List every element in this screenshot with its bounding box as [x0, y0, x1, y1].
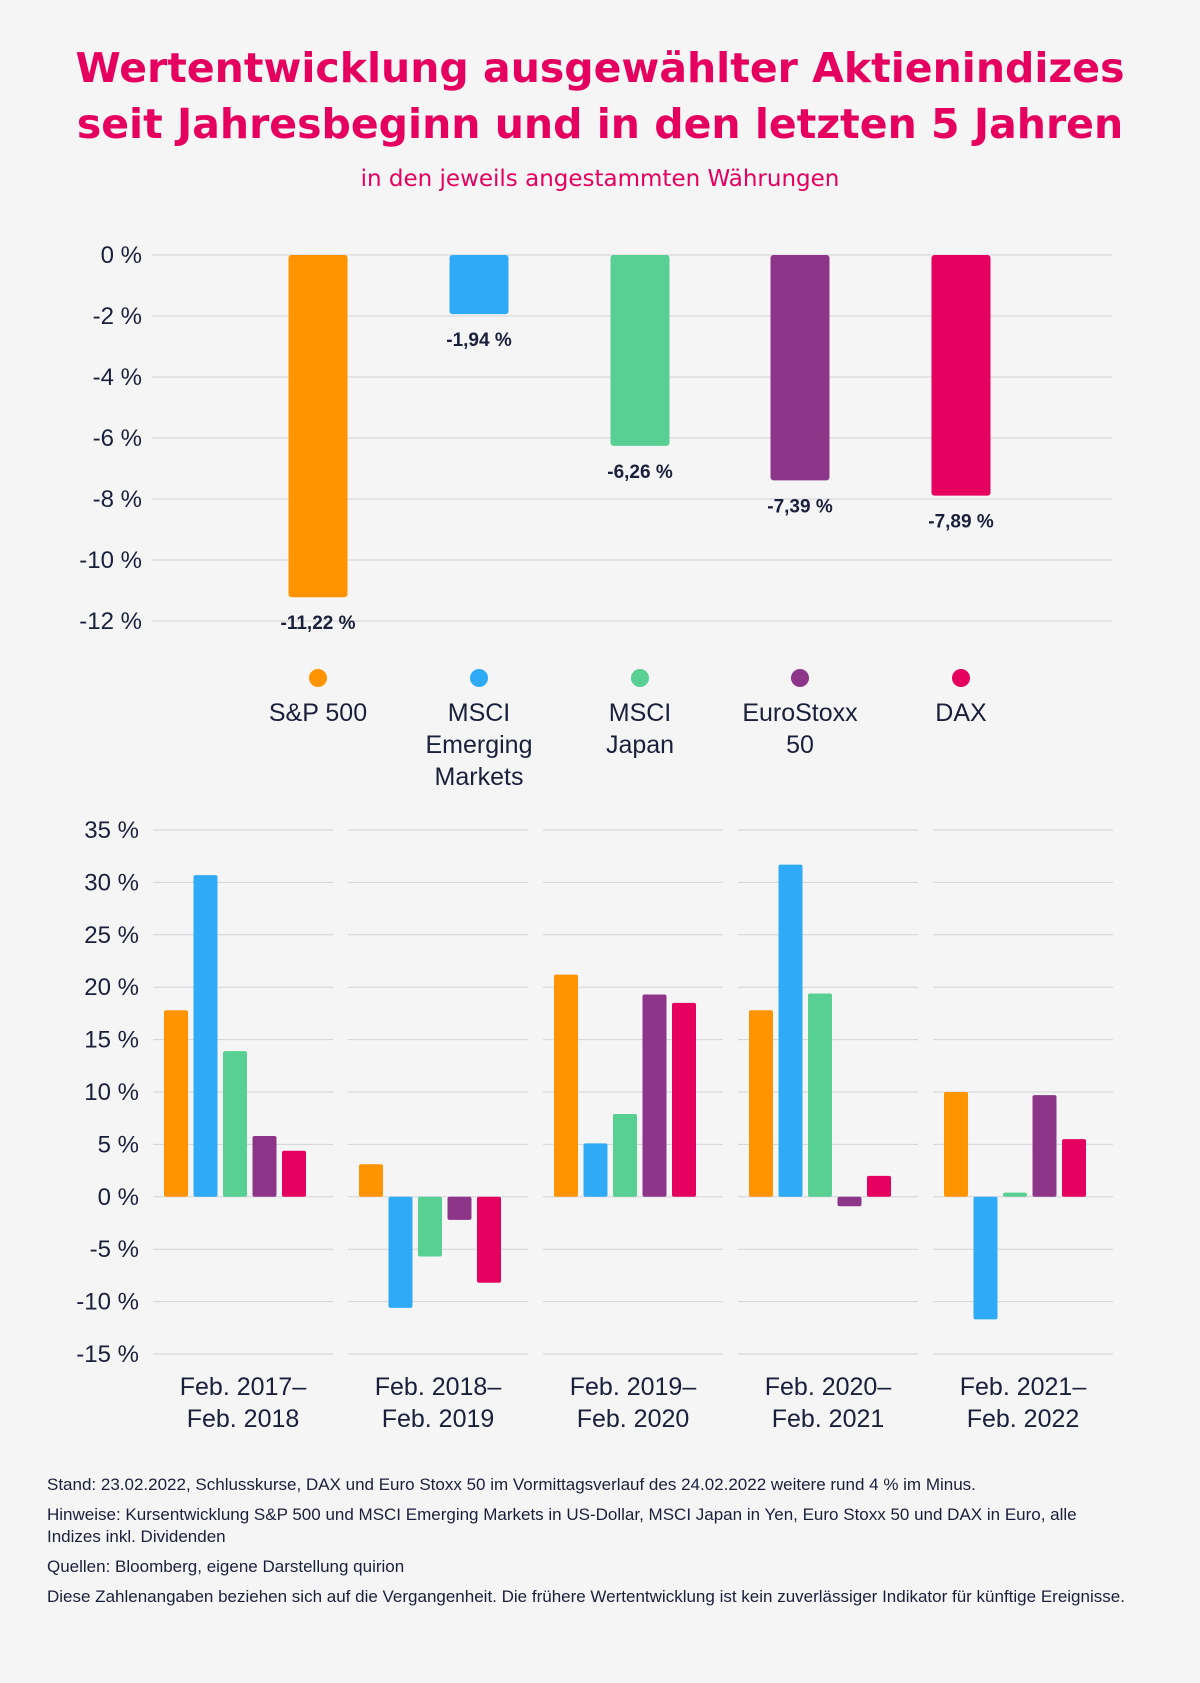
legend-label: S&P 500 [268, 699, 368, 727]
data-label: -11,22 % [281, 613, 356, 634]
bar [554, 974, 578, 1197]
y-tick-label: -6 % [93, 425, 142, 452]
note-disclaimer: Diese Zahlenangaben beziehen sich auf di… [47, 1587, 1125, 1606]
y-tick-label: 15 % [84, 1027, 139, 1054]
y-tick-label: -8 % [93, 486, 142, 513]
bar [223, 1051, 247, 1197]
y-tick-label: 20 % [84, 974, 139, 1001]
y-tick-label: 0 % [101, 242, 142, 269]
note-hinweise: Hinweise: Kursentwicklung S&P 500 und MS… [47, 1505, 1077, 1546]
y-tick-label: 0 % [98, 1184, 139, 1211]
y-tick-label: -12 % [79, 608, 142, 635]
five-year-bar-chart: 35 % 30 % 25 % 20 % 15 % 10 % 5 % 0 % -5 % -10 % -… [76, 817, 1113, 1368]
bar [1062, 1139, 1086, 1197]
title-line-1: Wertentwicklung ausgewählter Aktienindiz… [75, 44, 1125, 92]
bar [770, 255, 830, 481]
y-tick-label: 10 % [84, 1079, 139, 1106]
y-tick-label: 35 % [84, 817, 139, 844]
data-label: -7,89 % [928, 512, 994, 533]
legend-label: MSCI Emerging Markets [425, 699, 533, 791]
title-line-2: seit Jahresbeginn und in den letzten 5 J… [76, 100, 1124, 148]
legend-marker [791, 669, 809, 687]
bar [288, 255, 348, 598]
x-category-label: Feb. 2018– Feb. 2019 [374, 1373, 502, 1433]
legend-label: DAX [935, 699, 987, 727]
bar [164, 1010, 188, 1197]
bar [944, 1092, 968, 1197]
footnotes: Stand: 23.02.2022, Schlusskurse, DAX und… [47, 1474, 1127, 1616]
page-title: Wertentwicklung ausgewählter Aktienindiz… [0, 40, 1200, 152]
bar [1032, 1095, 1057, 1197]
bar [282, 1150, 306, 1197]
note-quellen: Quellen: Bloomberg, eigene Darstellung q… [47, 1557, 405, 1576]
bar [583, 1143, 608, 1197]
bar [931, 255, 991, 496]
legend-marker [470, 669, 488, 687]
bar [359, 1164, 383, 1197]
y-tick-label: -4 % [93, 364, 142, 391]
legend-marker [952, 669, 970, 687]
bar [749, 1010, 773, 1197]
y-tick-label: 5 % [98, 1131, 139, 1158]
bar [252, 1136, 277, 1197]
y-tick-label: -15 % [76, 1341, 139, 1368]
y-tick-label: -2 % [93, 303, 142, 330]
data-label: -6,26 % [607, 462, 673, 483]
subtitle: in den jeweils angestammten Währungen [360, 166, 840, 192]
bar [610, 255, 670, 446]
legend-marker [309, 669, 327, 687]
y-tick-label: 25 % [84, 922, 139, 949]
y-tick-label: -10 % [79, 547, 142, 574]
bar [447, 1196, 472, 1220]
bar [808, 993, 832, 1197]
x-category-label: Feb. 2019– Feb. 2020 [569, 1373, 697, 1433]
note-stand: Stand: 23.02.2022, Schlusskurse, DAX und… [47, 1475, 976, 1494]
bar [837, 1196, 862, 1207]
y-tick-label: -10 % [76, 1289, 139, 1316]
x-category-label: Feb. 2020– Feb. 2021 [764, 1373, 892, 1433]
bar [642, 994, 667, 1197]
bar [193, 875, 218, 1197]
y-tick-label: 30 % [84, 869, 139, 896]
bar [613, 1114, 637, 1197]
data-label: -1,94 % [446, 330, 512, 351]
bar [1003, 1192, 1027, 1197]
y-tick-label: -5 % [90, 1236, 139, 1263]
ytd-bar-chart: 0 % -2 % -4 % -6 % -8 % -10 % -12 % -11,22 % -1,… [79, 242, 1112, 635]
bar [973, 1196, 998, 1320]
bar [672, 1002, 696, 1197]
x-category-label: Feb. 2021– Feb. 2022 [959, 1373, 1087, 1433]
x-category-label: Feb. 2017– Feb. 2018 [179, 1373, 307, 1433]
bar [778, 864, 803, 1197]
legend-label: MSCI Japan [605, 699, 675, 759]
bar [867, 1175, 891, 1197]
legend-label: EuroStoxx 50 [742, 699, 858, 759]
bar [388, 1196, 413, 1308]
data-label: -7,39 % [767, 496, 833, 517]
legend-marker [631, 669, 649, 687]
bar [418, 1196, 442, 1257]
bar [477, 1196, 501, 1283]
bar [449, 255, 509, 315]
